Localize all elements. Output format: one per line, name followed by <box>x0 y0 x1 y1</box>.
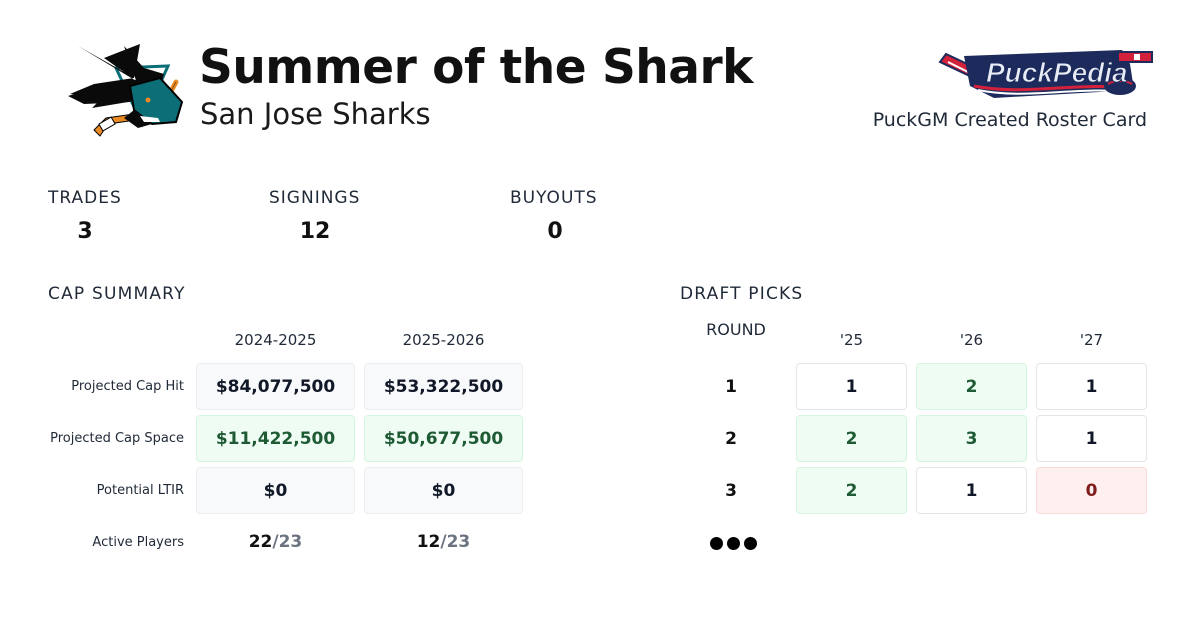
cap-cell: $50,677,500 <box>364 415 523 462</box>
puckpedia-logo-icon[interactable]: PuckPedia <box>934 40 1154 104</box>
stat-label-trades: TRADES <box>48 188 122 208</box>
sharks-logo-icon <box>64 38 186 138</box>
round-label: 1 <box>725 377 737 397</box>
svg-text:PuckPedia: PuckPedia <box>986 57 1128 88</box>
cap-cell: $53,322,500 <box>364 363 523 410</box>
active-players-value: 22/23 <box>196 532 355 552</box>
draft-pick-cell: 1 <box>916 467 1027 514</box>
draft-picks-title: DRAFT PICKS <box>680 284 804 304</box>
team-name: San Jose Sharks <box>200 97 431 131</box>
brand-caption: PuckGM Created Roster Card <box>872 109 1147 131</box>
cap-cell: $11,422,500 <box>196 415 355 462</box>
round-header: ROUND <box>706 320 766 339</box>
draft-year-header: '26 <box>959 331 984 349</box>
round-label: 2 <box>725 429 737 449</box>
draft-year-header: '27 <box>1079 331 1104 349</box>
active-players-count: 12 <box>416 532 441 552</box>
draft-pick-cell: 1 <box>796 363 907 410</box>
draft-pick-cell: 1 <box>1036 363 1147 410</box>
round-label: 3 <box>725 481 737 501</box>
cap-column-header: 2024-2025 <box>234 331 317 349</box>
draft-pick-cell: 0 <box>1036 467 1147 514</box>
draft-pick-cell: 1 <box>1036 415 1147 462</box>
stat-value-trades: 3 <box>77 219 93 244</box>
cap-cell: $0 <box>364 467 523 514</box>
page-title: Summer of the Shark <box>199 40 753 95</box>
draft-pick-cell: 3 <box>916 415 1027 462</box>
draft-year-header: '25 <box>839 331 864 349</box>
dot <box>710 537 723 550</box>
draft-pick-cell: 2 <box>916 363 1027 410</box>
draft-pick-cell: 2 <box>796 415 907 462</box>
cap-row-label: Active Players <box>92 535 184 550</box>
dot <box>744 537 757 550</box>
active-players-value: 12/23 <box>364 532 523 552</box>
stat-value-buyouts: 0 <box>547 219 563 244</box>
dot <box>727 537 740 550</box>
stat-label-signings: SIGNINGS <box>269 188 361 208</box>
cap-row-label: Projected Cap Hit <box>71 379 184 394</box>
ellipsis-icon <box>710 537 757 550</box>
active-players-max: /23 <box>272 532 303 552</box>
stat-value-signings: 12 <box>299 219 331 244</box>
cap-column-header: 2025-2026 <box>402 331 485 349</box>
cap-cell: $84,077,500 <box>196 363 355 410</box>
cap-summary-title: CAP SUMMARY <box>48 284 186 304</box>
stat-label-buyouts: BUYOUTS <box>510 188 598 208</box>
active-players-max: /23 <box>440 532 471 552</box>
draft-pick-cell: 2 <box>796 467 907 514</box>
cap-row-label: Potential LTIR <box>96 483 184 498</box>
active-players-count: 22 <box>248 532 273 552</box>
cap-cell: $0 <box>196 467 355 514</box>
cap-row-label: Projected Cap Space <box>50 431 184 446</box>
